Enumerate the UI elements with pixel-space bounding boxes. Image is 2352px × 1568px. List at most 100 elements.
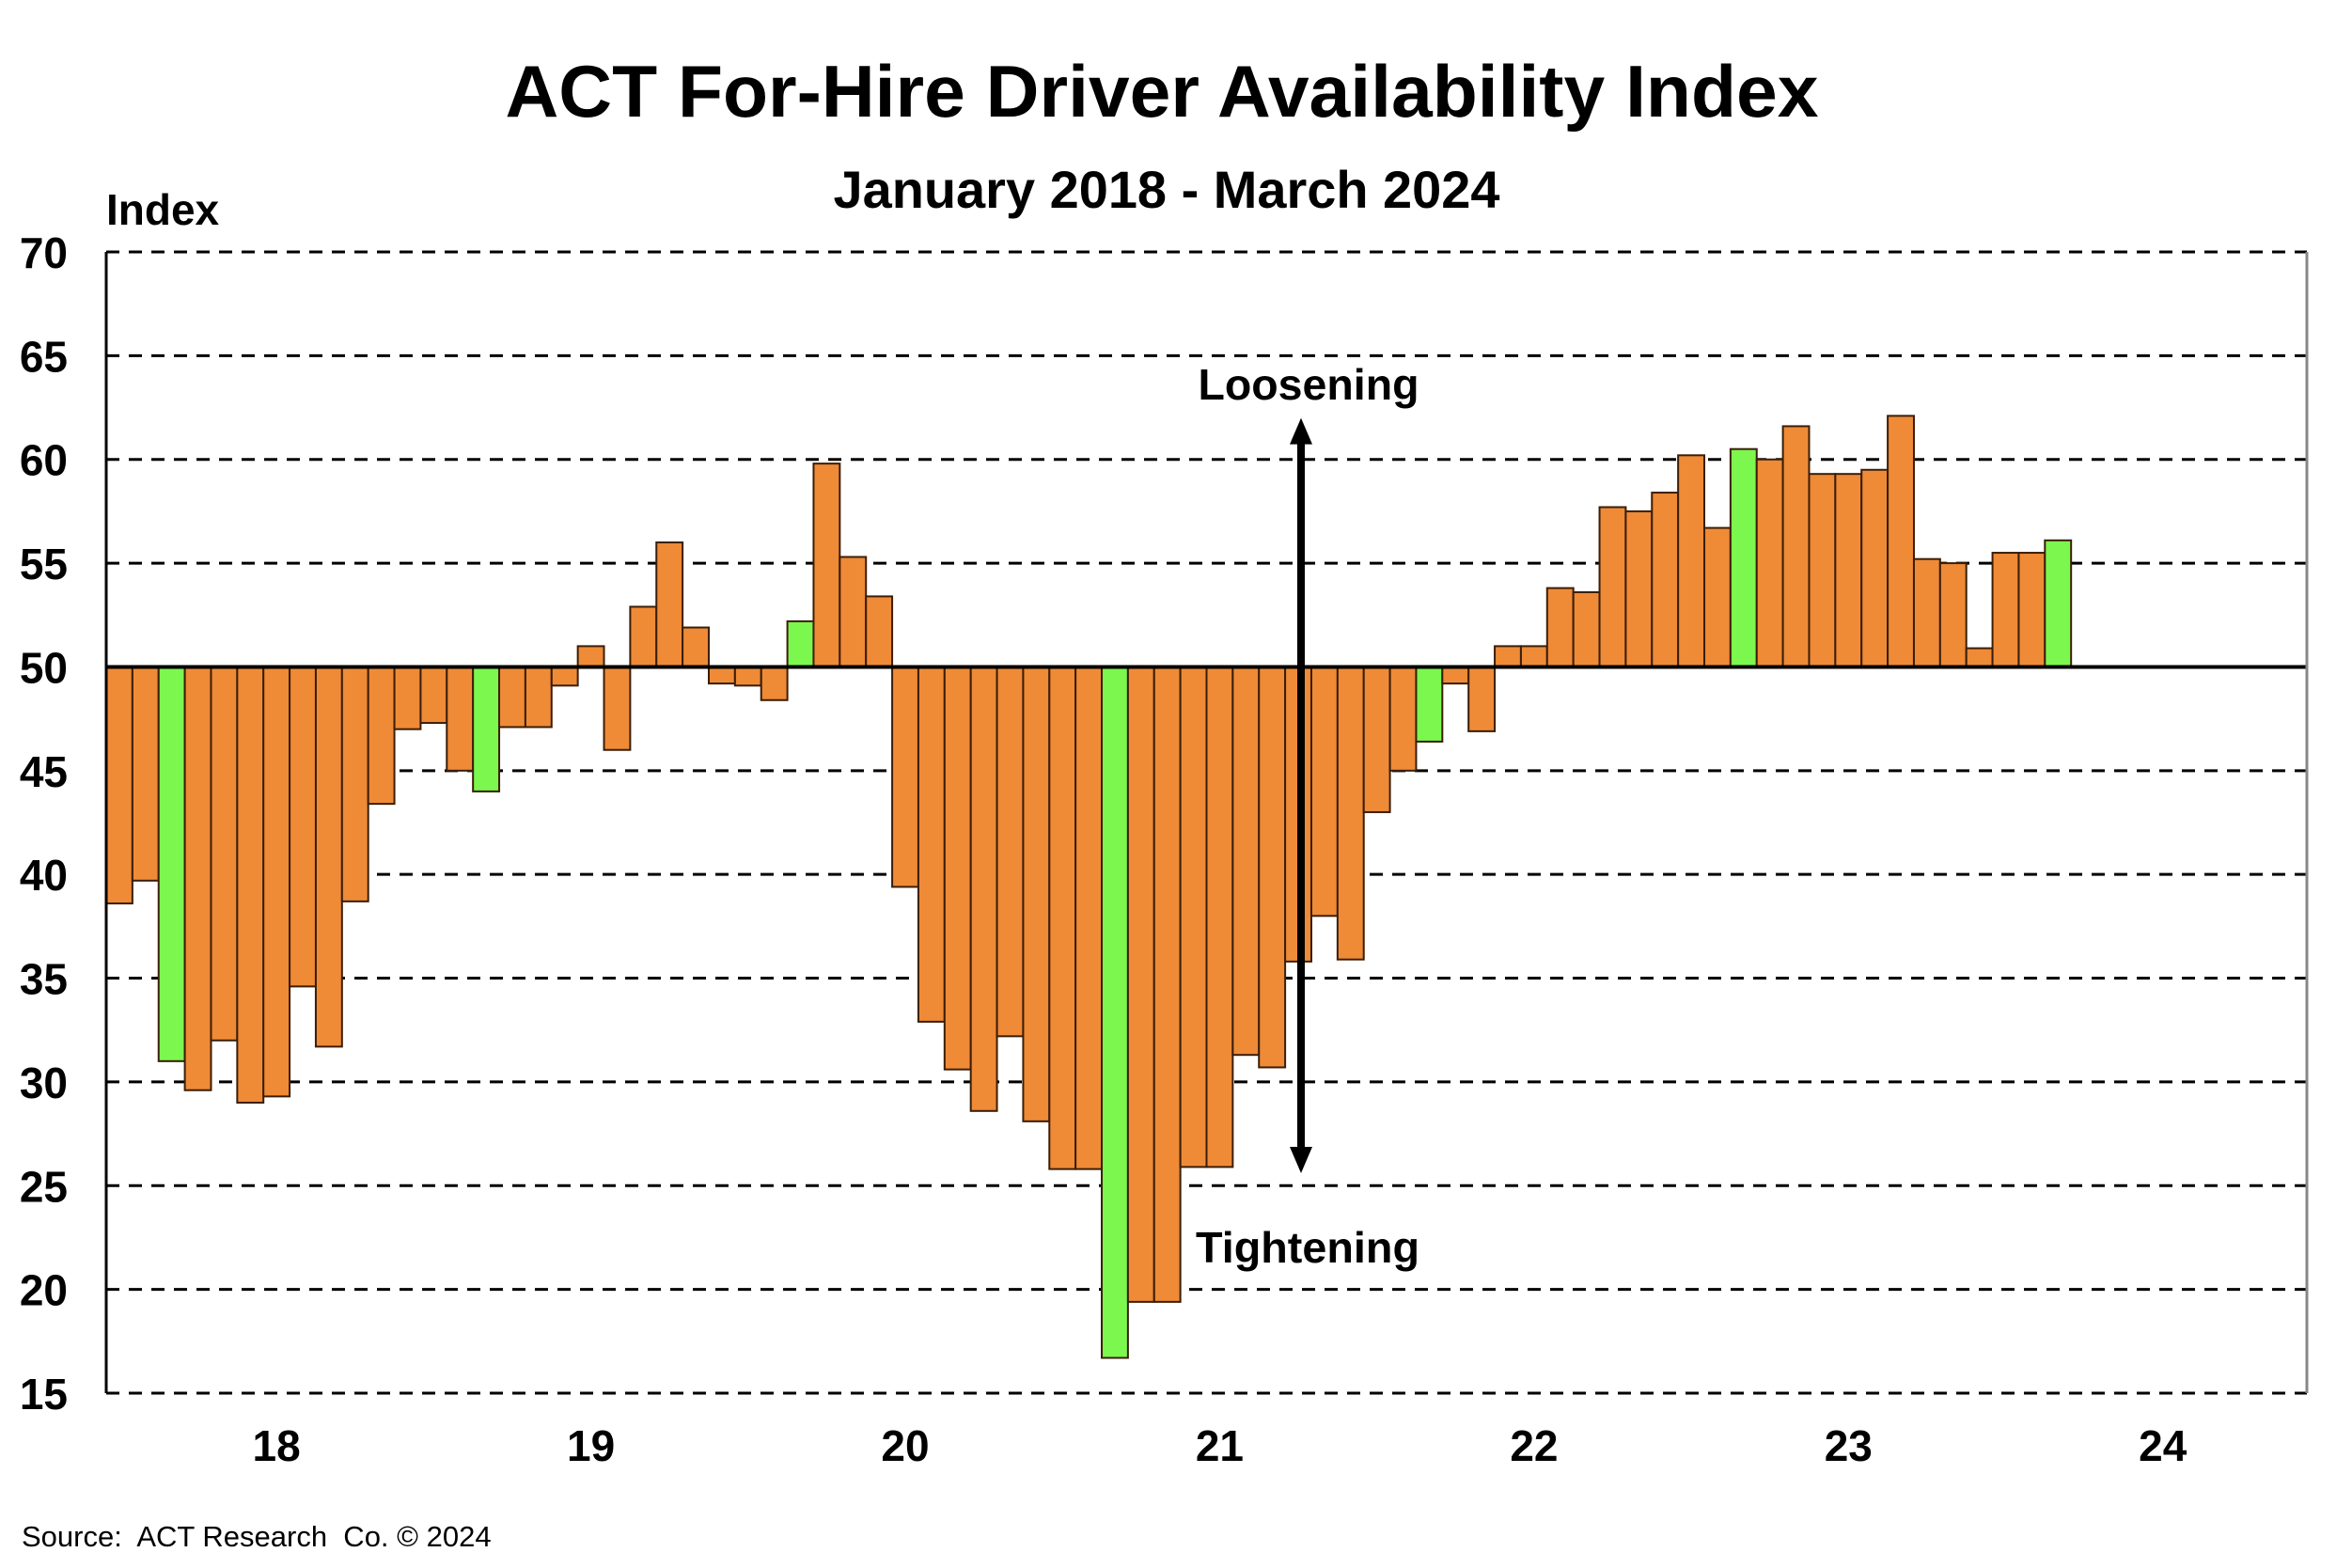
bar <box>524 666 553 729</box>
loosening-tightening-arrow <box>1290 417 1312 1174</box>
bar <box>1467 666 1497 732</box>
bar <box>1912 557 1941 668</box>
bar <box>1336 666 1365 961</box>
chart-subtitle: January 2018 - March 2024 <box>834 160 1500 219</box>
bar <box>1991 552 2020 668</box>
bar <box>340 666 369 902</box>
x-tick-label: 22 <box>1510 1421 1558 1470</box>
bar <box>682 626 710 668</box>
bar-highlight <box>157 666 186 1062</box>
y-tick-label: 15 <box>20 1370 68 1419</box>
bar <box>1258 666 1287 1069</box>
bar <box>1388 666 1418 772</box>
bar <box>760 666 789 701</box>
bar-highlight <box>1415 666 1444 743</box>
y-tick-label: 60 <box>20 436 68 485</box>
bar <box>314 666 343 1048</box>
bar <box>1651 492 1680 668</box>
bar-highlight <box>1101 666 1129 1359</box>
bar <box>289 666 317 988</box>
bar <box>2017 552 2046 668</box>
y-tick-label: 25 <box>20 1162 68 1211</box>
bar <box>1887 415 1915 668</box>
bar <box>1808 473 1837 668</box>
bar <box>498 666 526 729</box>
bar <box>1624 510 1654 668</box>
bar <box>131 666 160 882</box>
bar <box>1179 666 1208 1168</box>
bar <box>1494 645 1522 668</box>
bar <box>236 666 265 1104</box>
bar <box>1677 454 1706 668</box>
bar <box>262 666 291 1098</box>
bar <box>996 666 1025 1038</box>
bar-highlight <box>472 666 501 792</box>
y-tick-label: 20 <box>20 1266 68 1315</box>
bar <box>1834 473 1863 668</box>
x-tick-label: 23 <box>1825 1421 1873 1470</box>
y-tick-label: 55 <box>20 540 68 588</box>
x-tick-label: 20 <box>881 1421 929 1470</box>
bar <box>1781 425 1811 668</box>
bar <box>891 666 919 888</box>
bar <box>1309 666 1339 917</box>
chart-title: ACT For-Hire Driver Availability Index <box>506 50 1819 133</box>
bar <box>1362 666 1391 813</box>
bar <box>1938 562 1968 668</box>
bar <box>969 666 998 1112</box>
x-tick-label: 21 <box>1196 1421 1244 1470</box>
bar <box>1205 666 1234 1168</box>
x-tick-labels: 18 19 20 21 22 23 24 <box>253 1421 2187 1470</box>
annotation-loosening: Loosening <box>1199 360 1419 409</box>
arrow-up-icon <box>1290 417 1312 445</box>
bar <box>446 666 475 772</box>
y-tick-labels: 70 65 60 55 50 45 40 35 30 25 20 15 <box>20 228 68 1419</box>
bar <box>210 666 239 1042</box>
bar <box>1152 666 1182 1303</box>
annotation-tightening: Tightening <box>1196 1223 1419 1272</box>
bar <box>812 463 841 668</box>
y-tick-label: 40 <box>20 851 68 900</box>
bar <box>367 666 396 806</box>
bar <box>1519 645 1548 668</box>
bar <box>393 666 422 730</box>
arrow-down-icon <box>1290 1147 1312 1174</box>
y-tick-label: 45 <box>20 747 68 796</box>
bar <box>655 541 684 668</box>
y-tick-label: 65 <box>20 332 68 381</box>
bar <box>917 666 946 1023</box>
bar <box>183 666 212 1091</box>
bar <box>1860 468 1889 668</box>
bar <box>1231 666 1261 1057</box>
bar <box>1126 666 1155 1303</box>
bar <box>1545 587 1575 668</box>
bar <box>419 666 448 725</box>
bar-highlight <box>1729 447 1758 668</box>
bars <box>105 415 2073 1359</box>
y-tick-label: 30 <box>20 1058 68 1107</box>
x-tick-label: 19 <box>567 1421 615 1470</box>
bar <box>550 666 579 687</box>
bar <box>839 556 868 668</box>
bar <box>1598 506 1627 668</box>
x-tick-label: 24 <box>2139 1421 2187 1470</box>
bar <box>576 645 605 668</box>
source-note: Source: ACT Research Co. © 2024 <box>22 1520 492 1553</box>
x-tick-label: 18 <box>253 1421 301 1470</box>
bar <box>1572 590 1601 668</box>
bar <box>733 666 762 687</box>
bar <box>1048 666 1077 1170</box>
bar-highlight <box>2044 539 2073 668</box>
bar <box>1022 666 1051 1122</box>
bar <box>603 666 632 751</box>
y-tick-label: 70 <box>20 228 68 277</box>
bar <box>1074 666 1104 1170</box>
bar <box>629 605 658 668</box>
bar <box>1755 458 1784 668</box>
y-tick-label: 50 <box>20 643 68 692</box>
bar <box>943 666 972 1071</box>
bar <box>865 595 894 668</box>
bar <box>707 666 736 685</box>
y-tick-label: 35 <box>20 955 68 1004</box>
